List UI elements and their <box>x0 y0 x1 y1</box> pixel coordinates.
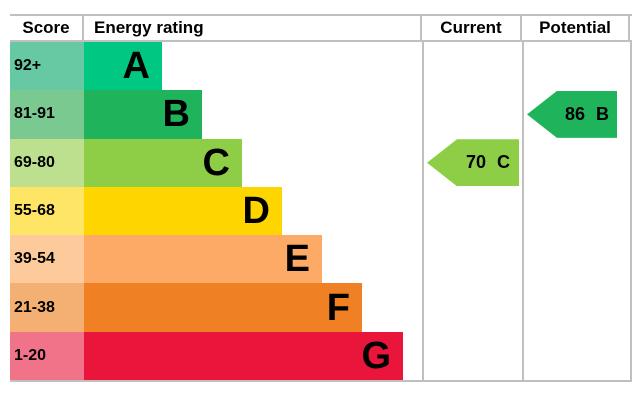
band-row: 1-20 G <box>10 331 632 380</box>
potential-column-header: Potential <box>520 16 630 40</box>
potential-rating-value: 86 <box>564 103 586 124</box>
band-score-cell: 81-91 <box>10 90 84 139</box>
band-letter-label: F <box>326 286 350 329</box>
band-bar: A <box>84 42 162 91</box>
band-bar: E <box>84 235 322 284</box>
band-score-cell: 1-20 <box>10 331 84 380</box>
band-row: 39-54 E <box>10 235 632 284</box>
band-row: 21-38 F <box>10 283 632 332</box>
band-row: 55-68 D <box>10 186 632 236</box>
band-row: 81-91 B <box>10 90 632 139</box>
band-letter-label: E <box>284 238 310 281</box>
band-bar: G <box>84 331 403 380</box>
band-letter-label: A <box>122 45 150 88</box>
energy-rating-column-header: Energy rating <box>94 18 204 37</box>
epc-chart: Score Energy rating Current Potential 92… <box>10 14 632 382</box>
chart-right-border <box>630 42 632 380</box>
band-score-cell: 39-54 <box>10 235 84 284</box>
band-rows: 92+ A 81-91 B 69-80 C 55-68 D 39-54 E 21… <box>10 42 632 380</box>
score-column-header: Score <box>10 16 84 40</box>
band-row: 69-80 C <box>10 138 632 187</box>
band-bar: F <box>84 283 362 332</box>
band-letter-label: B <box>162 93 190 136</box>
band-bar: B <box>84 90 202 139</box>
current-rating-value: 70 <box>465 152 487 173</box>
current-column-header: Current <box>420 16 520 40</box>
current-column-divider <box>422 42 424 380</box>
band-letter-label: G <box>361 334 391 377</box>
band-score-cell: 69-80 <box>10 138 84 187</box>
band-score-cell: 21-38 <box>10 283 84 332</box>
potential-column-divider <box>522 42 524 380</box>
band-letter-label: D <box>242 189 270 232</box>
band-bar: D <box>84 186 282 236</box>
current-rating-band: C <box>497 152 511 173</box>
potential-rating-band: B <box>596 103 610 124</box>
chart-body: 92+ A 81-91 B 69-80 C 55-68 D 39-54 E 21… <box>10 42 632 382</box>
band-score-cell: 55-68 <box>10 186 84 236</box>
chart-header-row: Score Energy rating Current Potential <box>10 16 632 42</box>
band-row: 92+ A <box>10 42 632 91</box>
band-score-cell: 92+ <box>10 42 84 91</box>
band-letter-label: C <box>202 141 230 184</box>
band-bar: C <box>84 138 242 187</box>
